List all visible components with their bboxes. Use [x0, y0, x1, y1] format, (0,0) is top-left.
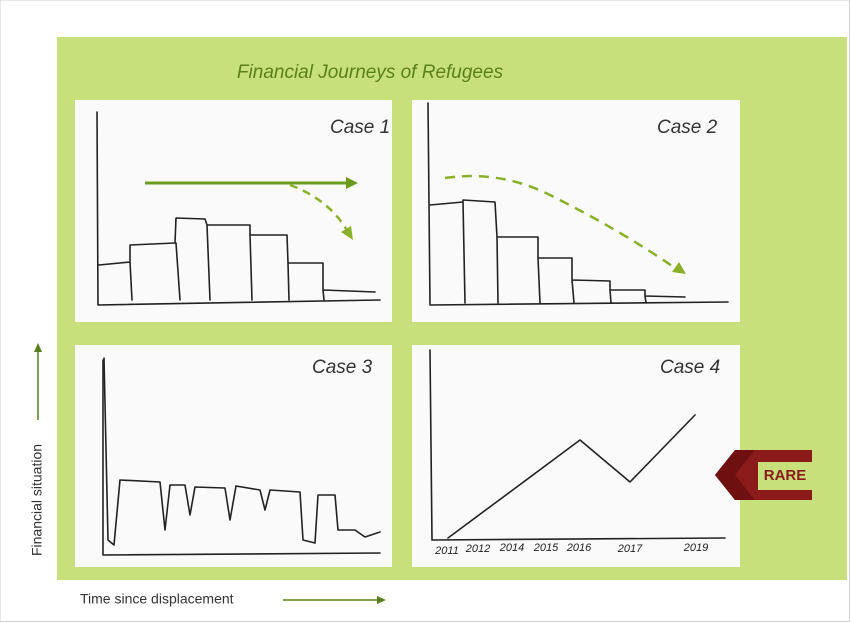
case-4-panel: Case 4 2011 2012 2014 2015 2016 2017 201…	[412, 345, 740, 567]
rare-label: RARE	[764, 467, 807, 484]
year-label: 2016	[566, 542, 592, 554]
case-2-panel: Case 2	[412, 100, 740, 322]
year-label: 2019	[683, 542, 708, 554]
case-label: Case 2	[657, 117, 718, 138]
title: Financial Journeys of Refugees	[237, 62, 504, 83]
year-label: 2017	[617, 543, 643, 555]
case-label: Case 3	[312, 357, 373, 378]
case-label: Case 1	[330, 117, 390, 138]
case-3-panel: Case 3	[75, 345, 392, 567]
y-axis-label: Financial situation	[29, 444, 45, 556]
rare-chevron-edge	[715, 450, 755, 500]
year-label: 2014	[499, 542, 524, 554]
year-label: 2011	[434, 545, 459, 557]
year-label: 2015	[533, 542, 559, 554]
rare-label-bg	[758, 462, 812, 490]
x-arrow-head	[377, 596, 386, 604]
x-axis-label: Time since displacement	[80, 591, 234, 607]
case-1-panel: Case 1	[75, 100, 392, 322]
y-arrow-head	[34, 343, 42, 352]
case-label: Case 4	[660, 357, 720, 378]
year-label: 2012	[465, 543, 490, 555]
